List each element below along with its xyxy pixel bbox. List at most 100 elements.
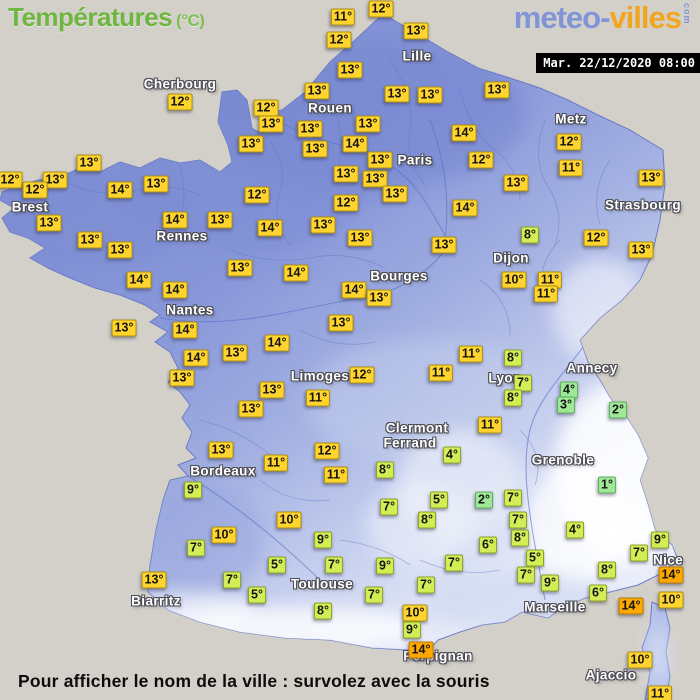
temp-badge[interactable]: 13°	[366, 289, 392, 307]
temp-badge[interactable]: 13°	[259, 381, 285, 399]
temp-badge[interactable]: 13°	[638, 169, 664, 187]
temp-badge[interactable]: 14°	[172, 321, 198, 339]
temp-badge[interactable]: 7°	[509, 511, 527, 529]
temp-badge[interactable]: 13°	[238, 400, 264, 418]
temp-badge[interactable]: 13°	[337, 61, 363, 79]
temp-badge[interactable]: 7°	[517, 566, 535, 584]
temp-badge[interactable]: 7°	[417, 576, 435, 594]
temp-badge[interactable]: 10°	[211, 526, 237, 544]
temp-badge[interactable]: 14°	[107, 181, 133, 199]
temp-badge[interactable]: 5°	[526, 549, 544, 567]
temp-badge[interactable]: 8°	[418, 511, 436, 529]
temp-badge[interactable]: 13°	[628, 241, 654, 259]
temp-badge[interactable]: 5°	[248, 586, 266, 604]
temp-badge[interactable]: 13°	[222, 344, 248, 362]
temp-badge[interactable]: 6°	[479, 536, 497, 554]
temp-badge[interactable]: 11°	[428, 364, 454, 382]
temp-badge[interactable]: 5°	[430, 491, 448, 509]
temp-badge[interactable]: 14°	[183, 349, 209, 367]
temp-badge[interactable]: 2°	[609, 401, 627, 419]
temp-badge[interactable]: 13°	[111, 319, 137, 337]
temp-badge[interactable]: 14°	[341, 281, 367, 299]
temp-badge[interactable]: 12°	[314, 442, 340, 460]
temp-badge[interactable]: 13°	[77, 231, 103, 249]
temp-badge[interactable]: 14°	[162, 211, 188, 229]
temp-badge[interactable]: 13°	[431, 236, 457, 254]
temp-badge[interactable]: 14°	[162, 281, 188, 299]
meteo-villes-logo[interactable]: meteo-villescom	[514, 0, 692, 36]
temp-badge[interactable]: 11°	[263, 454, 289, 472]
temp-badge[interactable]: 12°	[349, 366, 375, 384]
temp-badge[interactable]: 13°	[76, 154, 102, 172]
temp-badge[interactable]: 8°	[521, 226, 539, 244]
temp-badge[interactable]: 12°	[167, 93, 193, 111]
temp-badge[interactable]: 13°	[333, 165, 359, 183]
temp-badge[interactable]: 9°	[184, 481, 202, 499]
temp-badge[interactable]: 13°	[258, 115, 284, 133]
temp-badge[interactable]: 12°	[468, 151, 494, 169]
temp-badge[interactable]: 10°	[658, 591, 684, 609]
temp-badge[interactable]: 13°	[238, 135, 264, 153]
temp-badge[interactable]: 11°	[647, 685, 673, 700]
temp-badge[interactable]: 13°	[362, 170, 388, 188]
temp-badge[interactable]: 11°	[330, 8, 356, 26]
temp-badge[interactable]: 13°	[503, 174, 529, 192]
temp-badge[interactable]: 10°	[501, 271, 527, 289]
temp-badge[interactable]: 12°	[0, 171, 23, 189]
temp-badge[interactable]: 11°	[558, 159, 584, 177]
temp-badge[interactable]: 12°	[22, 181, 48, 199]
temp-badge[interactable]: 14°	[658, 566, 684, 584]
temp-badge[interactable]: 4°	[443, 446, 461, 464]
temp-badge[interactable]: 14°	[618, 597, 644, 615]
temp-badge[interactable]: 10°	[402, 604, 428, 622]
temp-badge[interactable]: 12°	[556, 133, 582, 151]
temp-badge[interactable]: 6°	[589, 584, 607, 602]
temp-badge[interactable]: 3°	[557, 396, 575, 414]
temp-badge[interactable]: 7°	[504, 489, 522, 507]
temp-badge[interactable]: 13°	[347, 229, 373, 247]
temp-badge[interactable]: 13°	[384, 85, 410, 103]
temp-badge[interactable]: 13°	[355, 115, 381, 133]
temp-badge[interactable]: 13°	[297, 120, 323, 138]
temp-badge[interactable]: 13°	[227, 259, 253, 277]
temp-badge[interactable]: 8°	[376, 461, 394, 479]
temp-badge[interactable]: 13°	[141, 571, 167, 589]
temp-badge[interactable]: 11°	[323, 466, 349, 484]
temp-badge[interactable]: 7°	[514, 374, 532, 392]
temp-badge[interactable]: 11°	[537, 271, 563, 289]
temp-badge[interactable]: 8°	[598, 561, 616, 579]
temp-badge[interactable]: 12°	[326, 31, 352, 49]
temp-badge[interactable]: 11°	[458, 345, 484, 363]
temp-badge[interactable]: 14°	[283, 264, 309, 282]
temp-badge[interactable]: 1°	[598, 476, 616, 494]
temp-badge[interactable]: 14°	[342, 135, 368, 153]
temp-badge[interactable]: 7°	[630, 544, 648, 562]
temp-badge[interactable]: 13°	[107, 241, 133, 259]
temp-badge[interactable]: 13°	[42, 171, 68, 189]
temp-badge[interactable]: 14°	[451, 124, 477, 142]
temp-badge[interactable]: 13°	[310, 216, 336, 234]
temp-badge[interactable]: 13°	[484, 81, 510, 99]
temp-badge[interactable]: 2°	[475, 491, 493, 509]
temp-badge[interactable]: 7°	[187, 539, 205, 557]
temp-badge[interactable]: 14°	[452, 199, 478, 217]
temp-badge[interactable]: 9°	[376, 557, 394, 575]
temp-badge[interactable]: 12°	[368, 0, 394, 18]
temp-badge[interactable]: 8°	[504, 349, 522, 367]
temp-badge[interactable]: 13°	[169, 369, 195, 387]
temp-badge[interactable]: 9°	[651, 531, 669, 549]
temp-badge[interactable]: 13°	[207, 211, 233, 229]
temp-badge[interactable]: 5°	[268, 556, 286, 574]
temp-badge[interactable]: 14°	[126, 271, 152, 289]
temp-badge[interactable]: 9°	[403, 621, 421, 639]
temp-badge[interactable]: 13°	[304, 82, 330, 100]
temp-badge[interactable]: 12°	[333, 194, 359, 212]
temp-badge[interactable]: 8°	[314, 602, 332, 620]
temp-badge[interactable]: 11°	[533, 285, 559, 303]
temp-badge[interactable]: 13°	[403, 22, 429, 40]
temp-badge[interactable]: 9°	[314, 531, 332, 549]
temp-badge[interactable]: 8°	[511, 529, 529, 547]
temp-badge[interactable]: 11°	[477, 416, 503, 434]
temp-badge[interactable]: 13°	[382, 185, 408, 203]
temp-badge[interactable]: 8°	[504, 389, 522, 407]
